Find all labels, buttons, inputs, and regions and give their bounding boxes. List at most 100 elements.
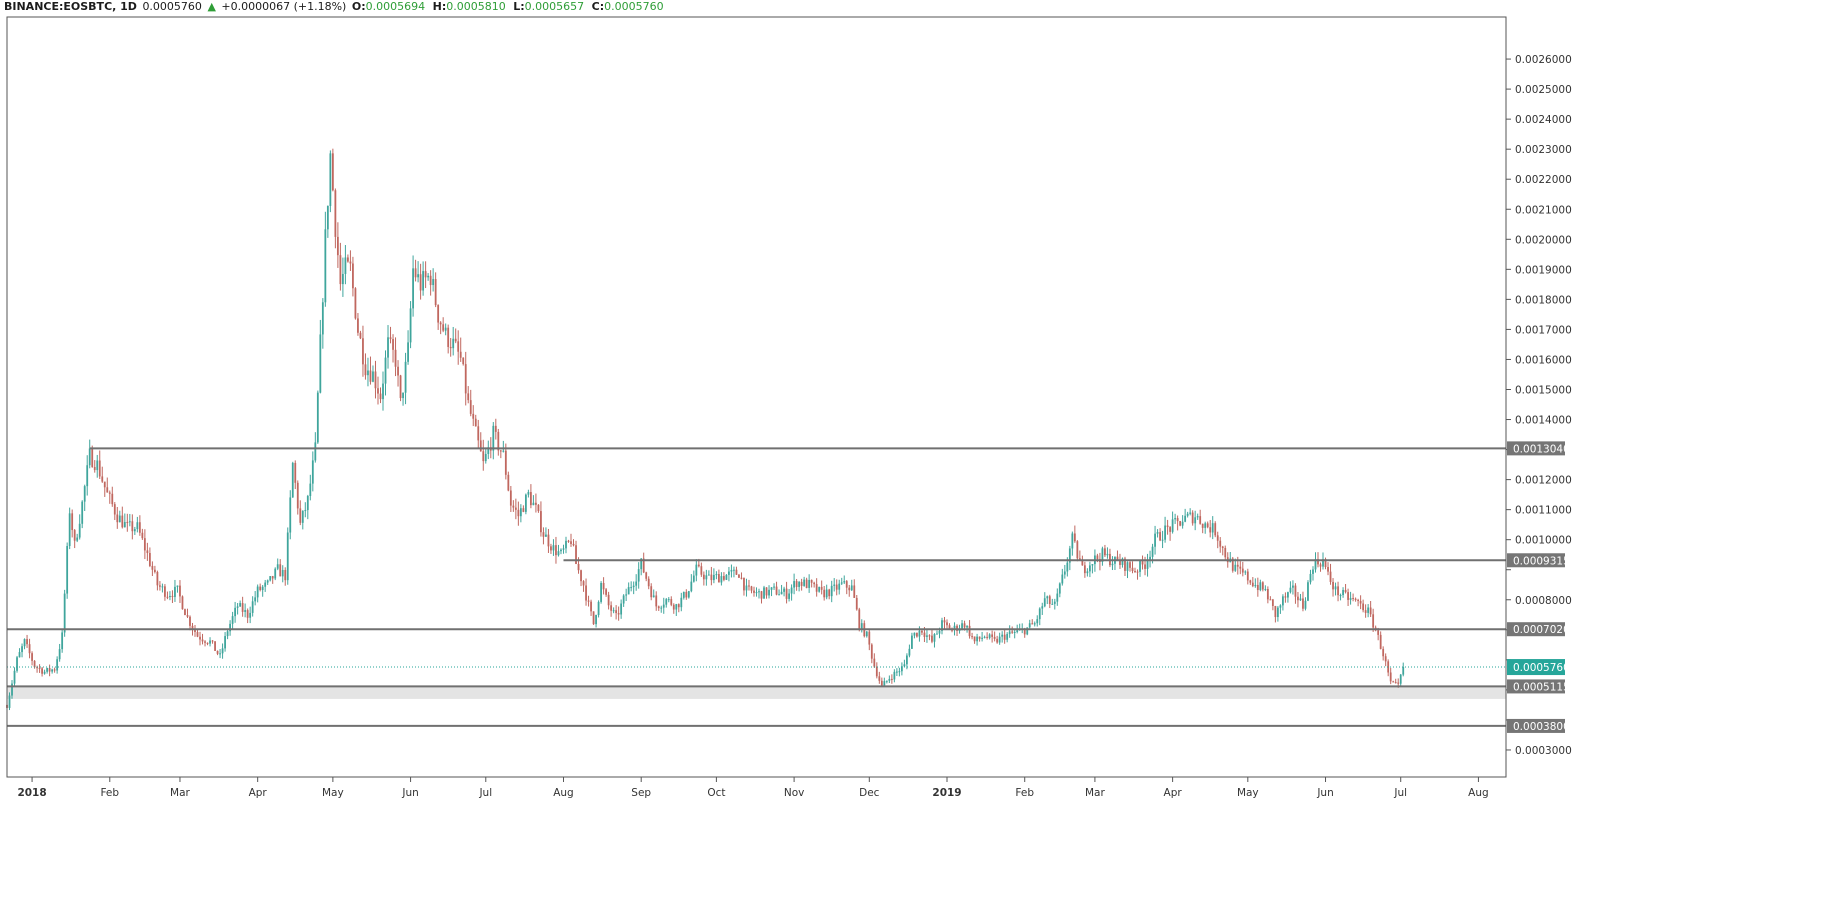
candle-body [818,586,821,592]
candle [281,565,284,583]
candle [1309,569,1312,585]
candle-body [462,357,465,365]
candle [128,513,131,527]
candle-body [1051,603,1054,605]
candle [1372,608,1375,632]
candle-body [1104,548,1106,556]
candle [1239,561,1242,575]
level-price-tag: 0.0009315 [1507,553,1570,568]
candle-body [565,540,567,549]
candle [1086,568,1089,577]
candle-body [672,604,675,610]
candle [996,635,999,644]
candle-body [1106,553,1109,556]
level-price-tag: 0.0007020 [1507,622,1570,637]
candle-body [274,568,277,579]
candle-body [1261,582,1264,590]
candle [625,588,628,601]
candle-body [329,153,332,206]
candle [677,603,680,613]
candle [1389,667,1392,685]
candle-body [835,584,838,590]
candle-body [552,545,555,551]
candle-body [655,595,658,607]
candle-body [547,534,550,547]
candle [304,502,307,518]
candle [632,581,635,595]
candle-body [1382,648,1385,657]
candle-body [885,680,888,682]
candle [622,594,625,607]
candle-body [514,507,517,510]
candle-body [973,636,976,642]
candle-body [164,586,166,597]
candle [662,597,665,614]
candle [211,640,214,644]
candle-body [517,509,520,517]
y-tick-label: 0.0014000 [1515,415,1572,427]
candle-body [1181,521,1184,526]
candle [311,451,314,492]
candle-body [650,586,653,598]
candle-body [715,574,718,576]
candle [1126,561,1129,579]
candle [850,579,853,591]
open-value: 0.0005694 [365,0,426,13]
candle [529,484,532,509]
candle-body [459,351,462,358]
candle-body [1053,601,1056,604]
candle-body [1327,567,1329,572]
candle-body [1131,567,1134,572]
candle-body [610,605,613,611]
candle [587,595,590,607]
candle-body [865,631,868,637]
level-price-tag-bg [1507,441,1565,456]
candle-body [527,492,530,495]
candle-body [88,448,91,466]
candle [364,353,367,380]
level-price-tag-bg [1507,553,1565,568]
candle-body [790,587,793,594]
candle-body [918,630,921,637]
candle [1359,595,1362,610]
candle-body [316,392,319,443]
level-price-tag-bg [1507,679,1565,694]
candle [414,259,417,282]
candle [417,261,419,283]
candle-body [833,584,836,586]
candle-body [1282,596,1284,606]
candle [1196,513,1199,520]
candle-body [700,566,703,575]
last-price-tag-label: 0.0005760 [1513,662,1570,674]
candle-body [1289,587,1292,593]
candle-body [562,548,565,550]
candle-body [893,671,896,680]
candle-body [296,482,299,509]
candle [1051,598,1054,605]
candle [1101,546,1104,566]
x-tick-label: Oct [707,787,725,799]
candle [214,641,216,651]
candle-body [875,666,878,677]
candle-body [785,588,788,599]
candle-body [404,361,407,393]
candle-body [1304,600,1307,609]
candle [236,603,239,615]
candle-body [963,623,966,628]
candle-body [1124,558,1126,571]
candle [442,317,445,333]
candle-body [138,522,141,533]
candle-body [1036,619,1039,624]
y-tick-label: 0.0008000 [1515,595,1572,607]
candle [978,636,981,642]
candle-body [123,522,126,528]
candle [1078,550,1081,561]
candle-body [840,582,843,584]
candle [492,422,495,460]
candle [971,632,973,640]
candle [1342,587,1344,598]
candle-body [926,635,928,637]
candle [126,513,129,532]
candle-body [372,371,374,382]
